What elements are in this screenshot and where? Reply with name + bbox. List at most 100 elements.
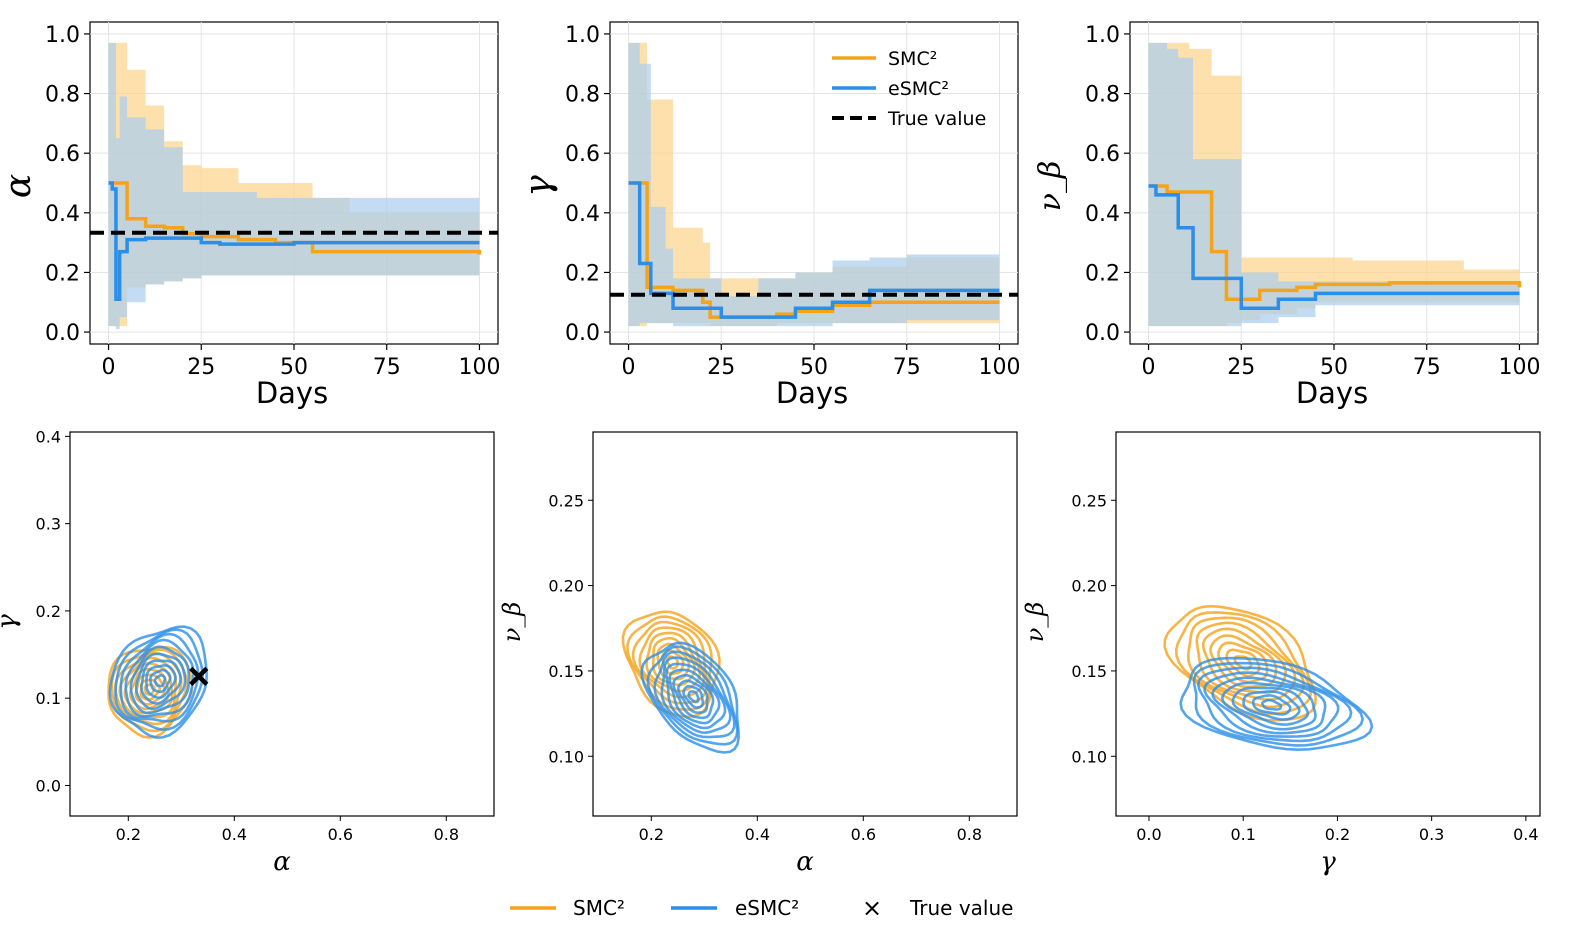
esmc-contour [145,663,177,700]
y-tick-label: 0.1 [36,689,61,708]
esmc-credible-band [108,42,480,330]
x-tick-label: 50 [1320,355,1348,380]
y-tick-label: 0.10 [548,747,584,766]
x-tick-label: 0.3 [1419,825,1444,844]
esmc-contour [640,641,740,754]
x-tick-label: 25 [187,355,215,380]
esmc-contour [653,650,736,739]
x-tick-label: 0.1 [1230,825,1255,844]
esmc-contour [1242,690,1301,721]
smc-contour [139,678,162,701]
x-tick-label: 0.8 [957,825,982,844]
x-tick-label: 0 [102,355,116,380]
y-tick-label: 0.4 [1085,202,1120,227]
y-tick-label: 0.3 [36,515,61,534]
y-tick-label: 0.4 [565,202,600,227]
esmc-contour [1192,661,1365,747]
esmc-contour [114,628,204,731]
esmc-contour [646,645,739,746]
esmc-credible-band [628,42,1000,327]
y-tick-label: 0.0 [45,321,80,346]
y-tick-label: 0.2 [36,602,61,621]
esmc-contour [1203,671,1340,738]
panel-gamma-nubeta-kde-ylabel: ν_β [1021,602,1049,642]
x-tick-label: 0.8 [434,825,459,844]
x-tick-label: 50 [800,355,828,380]
y-tick-label: 1.0 [1085,23,1120,48]
y-tick-label: 0.8 [1085,83,1120,108]
esmc-contour [682,684,705,709]
panel-gamma-nubeta-kde: 0.0 0.1 0.2 0.3 0.4 0.10 0.15 0.20 0.25 γ ν_β [1021,431,1541,877]
panel-gamma-time: 0 25 50 75 100 0.0 0.2 0.4 0.6 0.8 1.0 Days γ SMC²… [518,21,1020,410]
panel-alpha-nubeta-kde-ylabel: ν_β [498,602,526,642]
panel-alpha-gamma-kde: 0.2 0.4 0.6 0.8 0.0 0.1 0.2 0.3 0.4 α γ [0,427,495,877]
true-value-marker-stroke-b [189,666,209,686]
panel-gamma-nubeta-kde-contours [1163,604,1374,752]
y-tick-label: 0.0 [36,776,61,795]
x-tick-label: 0.2 [1325,825,1350,844]
panel-nubeta-time-bands [1148,42,1520,327]
esmc-contour [676,679,709,715]
esmc-contour [668,668,721,725]
x-tick-label: 0.2 [116,825,141,844]
legend-bottom-true-marker: × [862,894,882,922]
x-tick-label: 25 [707,355,735,380]
y-tick-label: 0.6 [45,142,80,167]
panel-gamma-nubeta-kde-frame [1115,431,1541,817]
esmc-contour [124,638,195,718]
x-tick-label: 0.4 [745,825,770,844]
smc-contour [1163,604,1318,722]
y-tick-label: 0.20 [548,577,584,596]
panel-nubeta-time: 0 25 50 75 100 0.0 0.2 0.4 0.6 0.8 1.0 Days ν_β [1033,21,1540,410]
y-tick-label: 0.8 [45,83,80,108]
y-tick-label: 0.0 [1085,321,1120,346]
panel-alpha-time-ylabel: α [0,174,39,198]
esmc-contour [687,690,700,704]
esmc-contour [1231,686,1310,726]
legend-bottom-esmc-label: eSMC² [735,896,799,920]
esmc-contour [108,625,209,739]
y-tick-label: 0.15 [1071,662,1107,681]
smc-contour [1209,634,1278,689]
esmc-contour [129,645,191,715]
y-tick-label: 1.0 [565,23,600,48]
x-tick-label: 0 [622,355,636,380]
esmc-contour [1211,676,1327,735]
legend-bottom: SMC² eSMC² × True value [510,894,1013,922]
panel-nubeta-time-lines [1148,184,1522,310]
legend-bottom-smc-label: SMC² [573,896,625,920]
x-tick-label: 0.2 [639,825,664,844]
panel-nubeta-time-xlabel: Days [1296,376,1368,410]
panel-alpha-gamma-kde-ylabel: γ [0,614,22,630]
esmc-credible-band [1148,42,1520,327]
x-tick-label: 0.4 [222,825,247,844]
x-tick-label: 0 [1142,355,1156,380]
y-tick-label: 0.4 [36,427,61,446]
x-tick-label: 100 [458,355,500,380]
esmc-contour [1220,681,1317,731]
legend-top: SMC² eSMC² True value [832,48,986,130]
esmc-mean-line [108,181,480,302]
x-tick-label: 0.6 [328,825,353,844]
y-tick-label: 0.2 [565,261,600,286]
y-tick-label: 1.0 [45,23,80,48]
panel-alpha-time-xlabel: Days [256,376,328,410]
panel-gamma-time-xlabel: Days [776,376,848,410]
esmc-contour [153,673,167,688]
y-tick-label: 0.4 [45,202,80,227]
esmc-contour [1196,666,1353,743]
esmc-contour [134,652,187,711]
x-tick-label: 0.0 [1136,825,1161,844]
esmc-contour [672,673,715,720]
y-tick-label: 0.8 [565,83,600,108]
x-tick-label: 100 [978,355,1020,380]
esmc-contour [1261,698,1283,711]
y-tick-label: 0.10 [1071,747,1107,766]
panel-gamma-nubeta-kde-ticks: 0.0 0.1 0.2 0.3 0.4 0.10 0.15 0.20 0.25 [1071,491,1538,844]
panel-gamma-time-bands [628,42,1000,327]
panel-alpha-time-ticks: 0 25 50 75 100 0.0 0.2 0.4 0.6 0.8 1.0 [45,23,500,380]
legend-top-true-label: True value [887,108,986,130]
x-tick-label: 75 [373,355,401,380]
panel-alpha-time-lines [90,181,498,302]
esmc-contour [665,662,727,730]
